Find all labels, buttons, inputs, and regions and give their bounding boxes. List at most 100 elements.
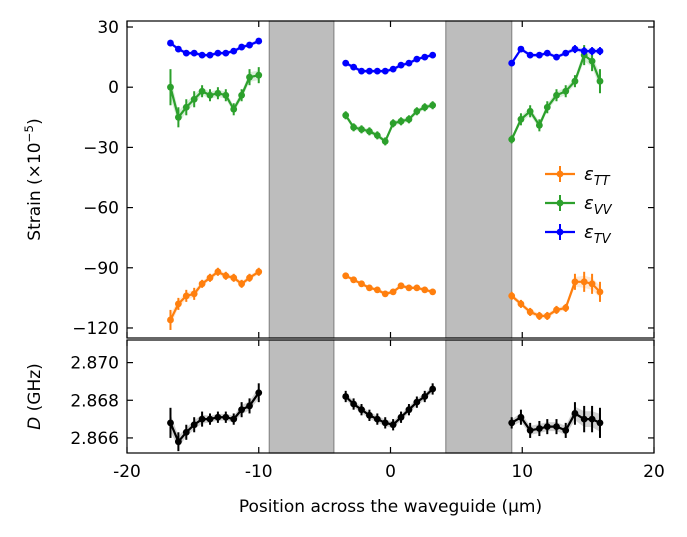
strain-point [342,59,350,67]
xtick-label: -20 [113,462,141,482]
strain-ytick-label: −30 [83,138,119,158]
strain-y-ticks: 30 0 −30 −60 −90 −120 [72,18,654,339]
bottom-waveguide-region-1 [268,339,335,454]
zfs-point [508,419,516,427]
strain-point [230,105,238,113]
strain-band-0-2 [511,275,600,319]
strain-point [198,51,206,59]
zfs-point [167,419,174,427]
strain-point [182,49,190,57]
strain-point [517,300,525,308]
strain-point [238,280,246,288]
strain-point [167,39,174,47]
strain-x-ticks [126,21,655,338]
strain-point [543,103,551,111]
strain-point [413,107,421,115]
strain-point [373,67,381,75]
zfs-point [543,423,551,431]
strain-point [571,278,579,286]
waveguide-regions-top [268,20,513,339]
zfs-point [517,413,525,421]
strain-point [397,282,405,290]
strain-point [350,276,358,284]
zfs-point [358,406,365,414]
strain-point [174,113,182,121]
zfs-point [596,419,604,427]
zfs-axes-frame [126,339,655,454]
zfs-point [206,415,214,423]
strain-point [517,45,525,53]
strain-point [350,63,358,71]
strain-point [553,53,560,61]
strain-point [526,107,534,115]
zfs-point [580,415,588,423]
strain-point [421,286,429,294]
zfs-point [255,389,263,397]
strain-point [190,290,198,298]
strain-point [366,127,373,135]
legend: εTT εVV εTV [545,164,613,247]
zfs-point [526,427,534,434]
legend-label: εVV [584,193,613,218]
strain-point [526,308,534,316]
strain-point [206,274,214,282]
zfs-point [413,398,421,406]
strain-point [238,43,246,51]
legend-item-tv: εTV [545,222,612,247]
strain-ytick-label: 0 [108,78,119,98]
zfs-point [397,413,405,421]
strain-point [580,278,588,286]
strain-point [429,51,437,59]
strain-point [182,292,190,300]
strain-point [230,47,238,55]
strain-point [358,125,365,133]
strain-point [174,45,182,53]
zfs-point [246,402,253,410]
strain-panel: 300−30−60−90−120 Strain (×10−5) εTTεVVεT… [22,18,655,339]
strain-point [358,280,365,288]
strain-ytick-label: −60 [83,199,119,219]
x-ticks: -20 -10 0 10 20 [113,340,665,482]
strain-point [358,67,365,75]
zfs-point [381,419,389,427]
strain-point [350,123,358,131]
strain-point [255,71,263,79]
waveguide-regions-bottom [268,339,513,454]
strain-point [389,119,397,127]
strain-point [413,284,421,292]
strain-point [588,280,596,288]
legend-label: εTT [584,164,611,189]
zfs-point [238,406,246,414]
zfs-point [198,415,206,423]
strain-point [553,91,560,99]
x-axis-label: Position across the waveguide (μm) [239,497,542,517]
strain-point [517,115,525,123]
zfs-point [222,413,230,421]
strain-point [167,83,174,91]
strain-point [381,137,389,145]
strain-point [508,292,516,300]
legend-item-tt: εTT [545,164,611,189]
strain-point [246,73,253,81]
strain-point [342,111,350,119]
strain-point [366,67,373,75]
strain-point [596,77,604,85]
strain-point [255,37,263,45]
strain-point [562,304,570,312]
strain-point [255,268,263,276]
strain-point [421,103,429,111]
strain-point [167,316,174,324]
top-waveguide-region-1 [268,20,335,339]
strain-point [389,65,397,73]
strain-point [246,274,253,282]
zfs-ytick-label: 2.866 [70,429,119,449]
strain-point [198,87,206,95]
strain-point [535,312,543,320]
strain-point [397,117,405,125]
strain-point [373,286,381,294]
legend-label: εTV [584,222,612,247]
strain-ytick-label: 30 [97,18,119,38]
strain-point [342,272,350,280]
strain-y-axis-label: Strain (×10−5) [22,118,45,240]
